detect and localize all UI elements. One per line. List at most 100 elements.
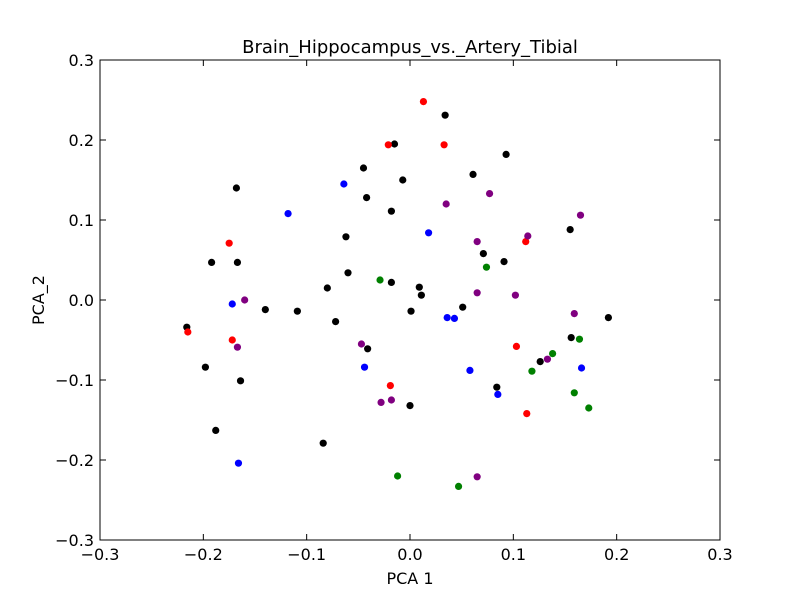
y-tick-label: −0.2 — [55, 451, 94, 470]
x-tick-label: 0.1 — [501, 545, 526, 564]
data-point-series-3 — [450, 314, 459, 322]
data-point-series-1 — [332, 318, 340, 326]
plot-area — [100, 60, 720, 540]
data-point-series-1 — [459, 303, 467, 311]
y-tick-label: 0.3 — [69, 51, 94, 70]
data-point-series-5 — [482, 263, 491, 271]
data-point-series-5 — [376, 276, 384, 284]
data-point-series-1 — [387, 278, 395, 286]
data-point-series-1 — [344, 269, 352, 277]
data-point-series-3 — [443, 314, 451, 322]
y-tick-label: −0.3 — [55, 531, 94, 550]
plot-frame — [99, 59, 721, 541]
data-point-series-2 — [419, 98, 428, 106]
data-point-series-1 — [233, 258, 242, 266]
data-point-series-1 — [415, 283, 423, 291]
data-point-series-4 — [543, 355, 552, 363]
data-point-series-5 — [570, 389, 578, 397]
data-point-series-1 — [387, 207, 395, 215]
data-point-series-1 — [364, 345, 372, 353]
data-point-series-3 — [466, 366, 474, 374]
data-point-series-1 — [363, 194, 371, 202]
data-point-series-1 — [293, 307, 301, 315]
data-point-series-1 — [566, 226, 574, 234]
data-point-series-5 — [528, 367, 536, 375]
data-point-series-1 — [232, 184, 240, 192]
data-point-series-4 — [442, 200, 450, 208]
data-point-series-4 — [576, 211, 585, 219]
data-point-series-1 — [493, 383, 501, 391]
data-point-series-1 — [399, 176, 407, 184]
data-point-series-5 — [575, 335, 584, 343]
data-point-series-3 — [360, 363, 369, 371]
y-tick-label: 0.0 — [69, 291, 94, 310]
data-point-series-3 — [340, 180, 348, 188]
data-point-series-2 — [440, 141, 448, 149]
y-axis-label: PCA_2 — [29, 275, 49, 325]
data-point-series-4 — [473, 238, 481, 246]
data-point-series-4 — [241, 296, 249, 304]
data-point-series-5 — [394, 472, 402, 480]
data-point-series-4 — [377, 398, 385, 406]
data-point-series-1 — [502, 150, 510, 158]
data-point-series-2 — [522, 238, 530, 246]
y-tick-label: −0.1 — [55, 371, 94, 390]
data-point-series-1 — [479, 250, 487, 258]
data-point-series-4 — [570, 310, 578, 318]
data-point-series-2 — [523, 410, 531, 418]
data-point-series-5 — [585, 404, 593, 412]
data-point-series-4 — [473, 473, 481, 481]
data-point-series-1 — [323, 284, 331, 292]
data-point-series-4 — [233, 343, 242, 351]
x-tick-label: 0.0 — [397, 545, 422, 564]
data-point-series-1 — [536, 358, 544, 366]
data-point-series-1 — [319, 439, 327, 447]
data-point-series-4 — [485, 190, 494, 198]
data-point-series-1 — [201, 363, 209, 371]
x-tick-label: −0.1 — [287, 545, 326, 564]
data-point-series-1 — [261, 306, 269, 314]
x-tick-label: −0.3 — [81, 545, 120, 564]
data-point-series-1 — [236, 377, 245, 385]
data-point-series-2 — [225, 239, 233, 247]
data-point-series-3 — [577, 364, 586, 372]
y-tick-label: 0.2 — [69, 131, 94, 150]
data-point-series-4 — [511, 291, 519, 299]
x-tick-label: 0.2 — [604, 545, 629, 564]
x-tick-label: 0.3 — [707, 545, 732, 564]
data-point-series-3 — [234, 459, 243, 467]
data-point-series-1 — [469, 170, 477, 178]
data-point-series-2 — [384, 141, 392, 149]
data-point-series-3 — [494, 390, 502, 398]
data-point-series-1 — [407, 307, 415, 315]
data-point-series-4 — [524, 232, 532, 240]
data-point-series-1 — [208, 258, 216, 266]
data-point-series-3 — [425, 229, 433, 237]
y-tick-label: 0.1 — [69, 211, 94, 230]
x-axis-label: PCA 1 — [386, 569, 433, 588]
data-point-series-1 — [390, 140, 399, 148]
data-point-series-2 — [228, 336, 236, 344]
x-tick-label: −0.2 — [184, 545, 223, 564]
data-point-series-3 — [228, 300, 236, 308]
data-point-series-2 — [386, 382, 394, 390]
chart-title: Brain_Hippocampus_vs._Artery_Tibial — [242, 37, 578, 58]
data-point-series-1 — [212, 426, 220, 434]
data-point-series-2 — [184, 328, 192, 336]
data-point-series-1 — [406, 402, 414, 410]
data-point-series-1 — [417, 291, 425, 299]
data-point-series-1 — [567, 334, 575, 342]
data-point-series-1 — [441, 111, 449, 119]
data-point-series-5 — [549, 350, 557, 358]
data-point-series-1 — [342, 233, 350, 241]
data-point-series-3 — [284, 210, 292, 218]
data-point-series-1 — [359, 164, 368, 172]
data-point-series-1 — [500, 258, 508, 266]
data-point-series-1 — [604, 314, 613, 322]
axis-ticks: −0.3 −0.2 −0.1 0.0 0.1 0.2 0.3 −0.3 −0.2 −0.1 0.0 0… — [55, 51, 733, 564]
data-point-series-5 — [454, 482, 463, 490]
data-point-series-4 — [387, 396, 395, 404]
data-point-series-4 — [357, 340, 366, 348]
data-point-series-2 — [512, 342, 521, 350]
